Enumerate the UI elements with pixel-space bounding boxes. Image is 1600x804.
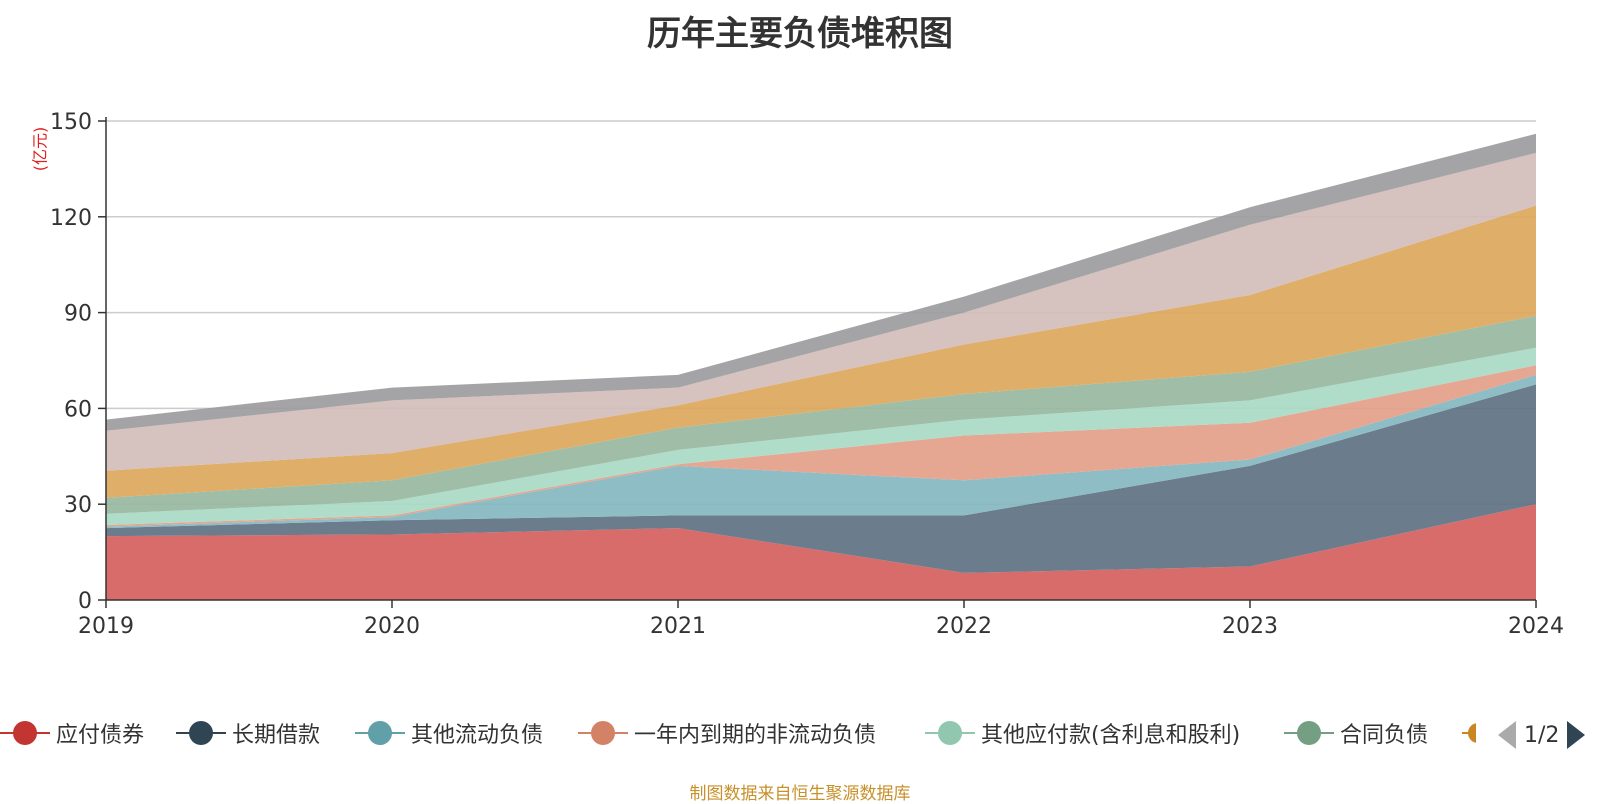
x-tick-label: 2020 bbox=[364, 614, 420, 639]
x-tick-label: 2024 bbox=[1508, 614, 1564, 639]
chart-title: 历年主要负债堆积图 bbox=[647, 14, 953, 54]
legend-item[interactable]: 一年内到期的非流动负债 bbox=[578, 718, 876, 748]
area-series-3 bbox=[106, 365, 1536, 527]
legend-label: 长期借款 bbox=[232, 723, 321, 748]
chart-plot: 0 30 60 90 120 150 2019 2020 2021 2022 2023 2024 bbox=[50, 110, 1564, 639]
legend-item[interactable]: 长期借款 bbox=[176, 718, 320, 748]
y-tick-label: 120 bbox=[50, 206, 92, 231]
y-tick-label: 150 bbox=[50, 110, 92, 135]
legend-marker-icon bbox=[925, 718, 975, 748]
area-series-4 bbox=[106, 347, 1536, 525]
legend-pager: 1/2 bbox=[1498, 718, 1586, 752]
legend-label: 其他流动负债 bbox=[411, 723, 544, 748]
legend-item[interactable]: 应付债券 bbox=[0, 718, 144, 748]
legend-label: 合同负债 bbox=[1340, 723, 1429, 748]
y-tick-label: 60 bbox=[64, 397, 92, 422]
area-series-7 bbox=[106, 152, 1536, 471]
legend-prev-page-button[interactable] bbox=[1498, 721, 1516, 749]
legend-label: 应付债券 bbox=[56, 723, 145, 748]
legend-page-indicator: 1/2 bbox=[1524, 722, 1560, 748]
x-tick-label: 2023 bbox=[1222, 614, 1278, 639]
legend-marker-icon bbox=[578, 718, 628, 748]
area-series-0 bbox=[106, 504, 1536, 600]
y-tick-label: 30 bbox=[64, 493, 92, 518]
legend-marker-icon bbox=[0, 718, 50, 748]
legend-marker-icon bbox=[355, 718, 405, 748]
legend-marker-icon bbox=[176, 718, 226, 748]
area-series-5 bbox=[106, 315, 1536, 514]
area-series-2 bbox=[106, 374, 1536, 529]
x-tick-label: 2021 bbox=[650, 614, 706, 639]
legend-marker-icon bbox=[1284, 718, 1334, 748]
source-note: 制图数据来自恒生聚源数据库 bbox=[689, 784, 911, 804]
legend-item[interactable]: 其他流动负债 bbox=[355, 718, 543, 748]
area-layer bbox=[106, 133, 1536, 600]
legend-marker-partial-icon bbox=[1462, 721, 1486, 745]
axis-layer: 0 30 60 90 120 150 2019 2020 2021 2022 2023 2024 bbox=[50, 110, 1564, 639]
area-series-1 bbox=[106, 384, 1536, 573]
legend-item[interactable]: 合同负债 bbox=[1284, 718, 1428, 748]
area-series-6 bbox=[106, 205, 1536, 498]
x-tick-label: 2022 bbox=[936, 614, 992, 639]
y-tick-label: 90 bbox=[64, 302, 92, 327]
legend: 应付债券 长期借款 其他流动负债 一年内到期的非流动负债 其他应付款(含利息和股利) 合同… bbox=[0, 718, 1600, 758]
legend-item[interactable]: 其他应付款(含利息和股利) bbox=[925, 718, 1240, 748]
x-tick-label: 2019 bbox=[78, 614, 134, 639]
legend-label: 其他应付款(含利息和股利) bbox=[981, 723, 1241, 748]
legend-next-page-button[interactable] bbox=[1567, 721, 1586, 749]
legend-label: 一年内到期的非流动负债 bbox=[634, 723, 877, 748]
y-tick-label: 0 bbox=[78, 589, 92, 614]
